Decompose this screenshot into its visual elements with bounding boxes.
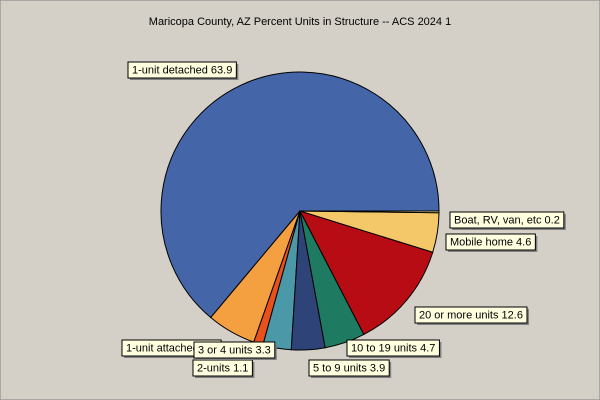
label-value: 0.2 <box>545 214 560 226</box>
chart-title: Maricopa County, AZ Percent Units in Str… <box>149 16 451 28</box>
slice-label: 2-units 1.1 <box>192 359 255 378</box>
label-box <box>414 306 528 324</box>
label-value: 12.6 <box>502 309 523 321</box>
label-value: 3.3 <box>255 344 270 356</box>
label-text: 2-units 1.1 <box>197 362 248 374</box>
label-box <box>449 211 565 229</box>
slice-label: Mobile home 4.6 <box>445 233 538 252</box>
label-value: 63.9 <box>211 64 232 76</box>
pie-slice <box>299 210 440 214</box>
label-category: 10 to 19 units <box>351 342 418 354</box>
label-category: 3 or 4 units <box>198 344 253 356</box>
label-text: Mobile home 4.6 <box>450 236 531 248</box>
slice-label: 1-unit detached 63.9 <box>127 61 239 80</box>
label-value: 1.1 <box>233 362 248 374</box>
pie-slice <box>299 210 434 336</box>
label-box <box>445 233 536 251</box>
label-box <box>346 339 440 357</box>
slice-label: 20 or more units 12.6 <box>414 306 529 325</box>
slice-label: 10 to 19 units 4.7 <box>346 339 442 358</box>
label-text: Boat, RV, van, etc 0.2 <box>454 214 560 226</box>
label-text: 3 or 4 units 3.3 <box>198 344 271 356</box>
slice-label: Boat, RV, van, etc 0.2 <box>449 211 566 230</box>
pie-slice <box>160 71 440 319</box>
label-text: 20 or more units 12.6 <box>419 309 523 321</box>
label-box <box>193 341 276 359</box>
label-box <box>308 359 390 377</box>
label-category: Boat, RV, van, etc <box>454 214 542 226</box>
label-text: 10 to 19 units 4.7 <box>351 342 435 354</box>
slice-label: 3 or 4 units 3.3 <box>193 341 277 360</box>
label-value: 4.6 <box>516 236 531 248</box>
label-text: 1-unit detached 63.9 <box>132 64 232 76</box>
label-category: 20 or more units <box>419 309 499 321</box>
slice-label: 5 to 9 units 3.9 <box>308 359 392 378</box>
label-value: 4.7 <box>420 342 435 354</box>
label-category: 1-unit attached <box>126 342 199 354</box>
label-category: 2-units <box>197 362 231 374</box>
label-box <box>127 61 237 79</box>
label-text: 5 to 9 units 3.9 <box>313 362 385 374</box>
label-category: 5 to 9 units <box>313 362 367 374</box>
label-category: Mobile home <box>450 236 513 248</box>
label-value: 3.9 <box>370 362 385 374</box>
label-category: 1-unit detached <box>132 64 208 76</box>
